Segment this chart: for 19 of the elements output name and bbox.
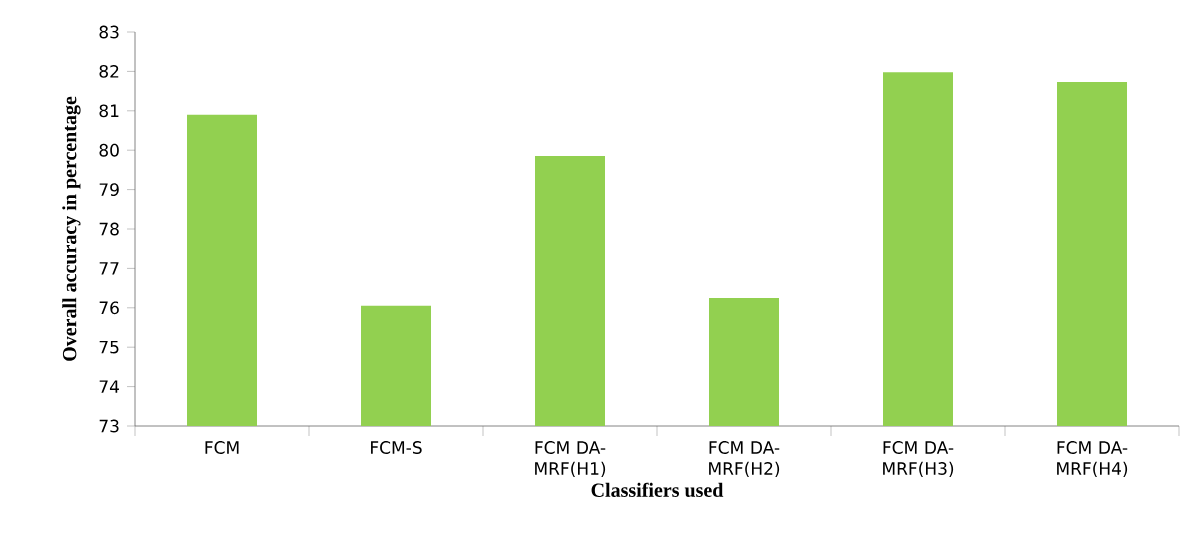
y-tick-label: 81 (99, 104, 119, 118)
x-axis-title: Classifiers used (591, 482, 724, 497)
y-tick-label: 77 (99, 262, 119, 275)
y-tick-label: 78 (99, 222, 119, 236)
y-tick-label: 80 (99, 143, 119, 157)
y-tick-label: 79 (99, 183, 119, 197)
y-tick-label: 73 (99, 419, 119, 433)
y-tick-label: 75 (99, 340, 119, 354)
y-axis-title: Overall accuracy in percentage (62, 96, 81, 361)
y-tick-label: 76 (99, 301, 119, 315)
x-tick-label: FCM DA-MRF(H2) (709, 441, 780, 477)
x-tick-label: FCM DA-MRF(H3) (883, 441, 954, 477)
y-tick-label: 82 (99, 64, 119, 78)
x-tick-label: FCM DA-MRF(H1) (535, 441, 606, 477)
y-tick-label: 83 (99, 25, 119, 39)
x-tick-label: FCM-S (371, 441, 422, 454)
x-tick-label: FCM (205, 441, 239, 454)
y-tick-label: 74 (99, 380, 119, 393)
x-tick-label: FCM DA-MRF(H4) (1057, 441, 1128, 477)
